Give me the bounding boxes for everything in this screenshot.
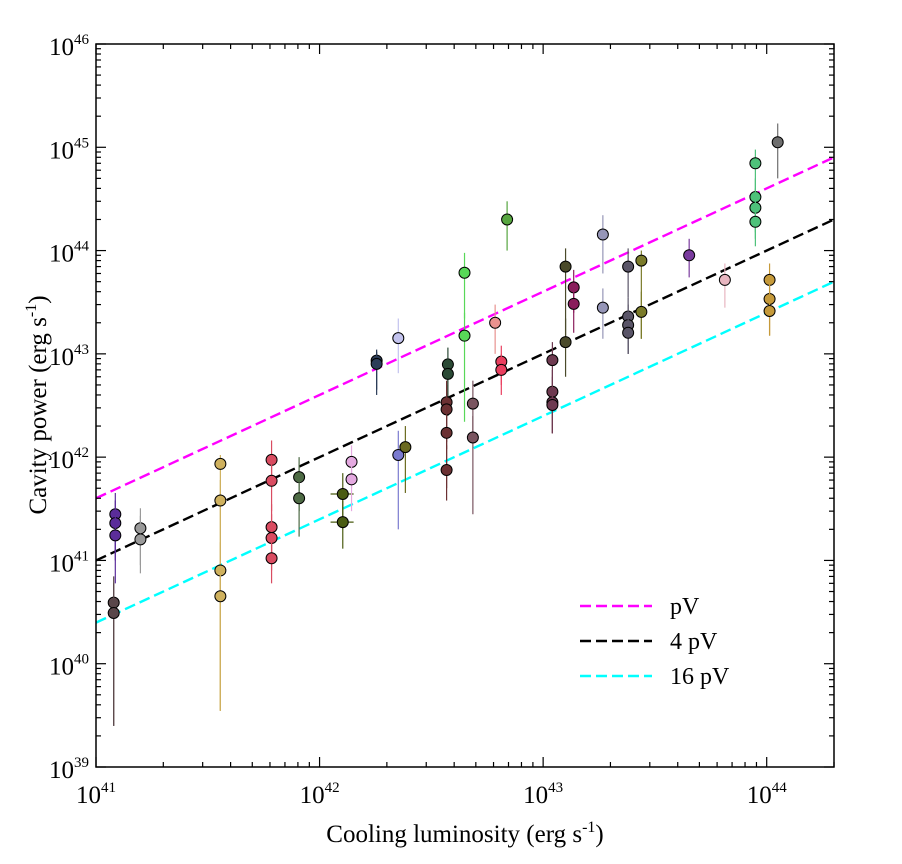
data-points [107,123,784,726]
data-marker [501,213,514,226]
data-marker [622,260,635,273]
data-marker [134,533,147,546]
data-marker [399,441,412,454]
data-point-44 [546,384,559,434]
legend-label-2: 16 pV [670,664,730,690]
x-tick-label: 1041 [76,780,116,809]
data-point-33 [458,252,471,319]
data-marker [336,516,349,529]
data-marker [392,332,405,345]
data-marker [622,326,635,339]
data-marker [458,329,471,342]
data-marker [440,426,453,439]
data-marker [763,304,776,317]
data-marker [495,363,508,376]
data-point-46 [559,318,572,377]
data-point-34 [458,312,471,422]
data-point-6 [134,515,147,574]
y-axis-label: Cavity power (erg s-1) [23,295,52,514]
y-tick-label: 1041 [49,548,89,577]
legend: pV 4 pV 16 pV [580,594,730,690]
data-marker [214,590,227,603]
data-point-57 [683,238,696,278]
data-marker [567,297,580,310]
data-point-50 [596,288,609,339]
y-tick-label: 1042 [49,445,89,474]
x-axis-label: Cooling luminosity (erg s-1) [326,819,603,848]
data-marker [440,464,453,477]
data-marker [596,228,609,241]
data-point-49 [596,215,609,274]
data-marker [635,254,648,267]
x-tick-label: 1044 [747,780,788,809]
data-marker [635,305,648,318]
data-marker [546,354,559,367]
y-tick-label: 1039 [49,755,89,784]
legend-label-0: pV [670,594,700,620]
data-point-26 [399,426,412,493]
data-point-10 [214,570,227,711]
data-marker [559,260,572,273]
data-point-48 [567,283,580,333]
data-marker [345,473,358,486]
data-marker [265,474,278,487]
data-point-32 [440,445,453,501]
y-tick-label: 1046 [49,32,90,61]
data-marker [214,457,227,470]
data-marker [683,249,696,262]
data-point-40 [495,353,508,395]
data-point-21 [345,461,358,512]
data-marker [107,606,120,619]
data-point-36 [466,416,479,515]
data-marker [718,273,731,286]
data-point-56 [635,291,648,339]
data-point-19 [330,500,354,549]
data-marker [546,398,559,411]
data-marker [214,494,227,507]
data-marker [466,431,479,444]
data-point-12 [265,461,278,512]
data-marker [293,492,306,505]
data-marker [392,448,405,461]
data-point-25 [392,430,405,530]
data-marker [265,552,278,565]
y-tick-label: 1043 [49,342,89,371]
data-marker [749,215,762,228]
data-marker [109,529,122,542]
data-marker [559,336,572,349]
legend-label-1: 4 pV [670,629,718,655]
data-point-4 [107,583,120,726]
x-tick-label: 1043 [523,780,563,809]
data-point-17 [293,478,306,537]
plot-frame [95,43,835,768]
y-tick-label: 1044 [49,239,90,268]
data-point-54 [622,312,635,354]
data-point-2 [109,511,122,584]
data-marker [441,367,454,380]
data-point-51 [622,248,635,298]
data-point-37 [501,201,514,251]
data-marker [458,266,471,279]
data-marker [336,487,349,500]
data-point-62 [749,201,762,247]
data-point-38 [489,304,502,354]
data-point-24 [392,318,405,374]
data-point-66 [763,291,776,336]
data-point-15 [265,534,278,584]
data-marker [749,157,762,170]
data-point-58 [718,263,731,308]
data-marker [466,397,479,410]
data-marker [596,301,609,314]
x-tick-label: 1042 [300,780,340,809]
data-marker [771,136,784,149]
y-tick-label: 1040 [49,652,89,681]
data-point-63 [771,123,784,179]
data-point-23 [370,351,383,390]
data-marker [489,316,502,329]
data-marker [370,357,383,370]
axis-ticks: 1041 1042 1043 1044 1039 1040 1041 1042 1043 1044… [49,32,835,809]
y-tick-label: 1045 [49,135,89,164]
